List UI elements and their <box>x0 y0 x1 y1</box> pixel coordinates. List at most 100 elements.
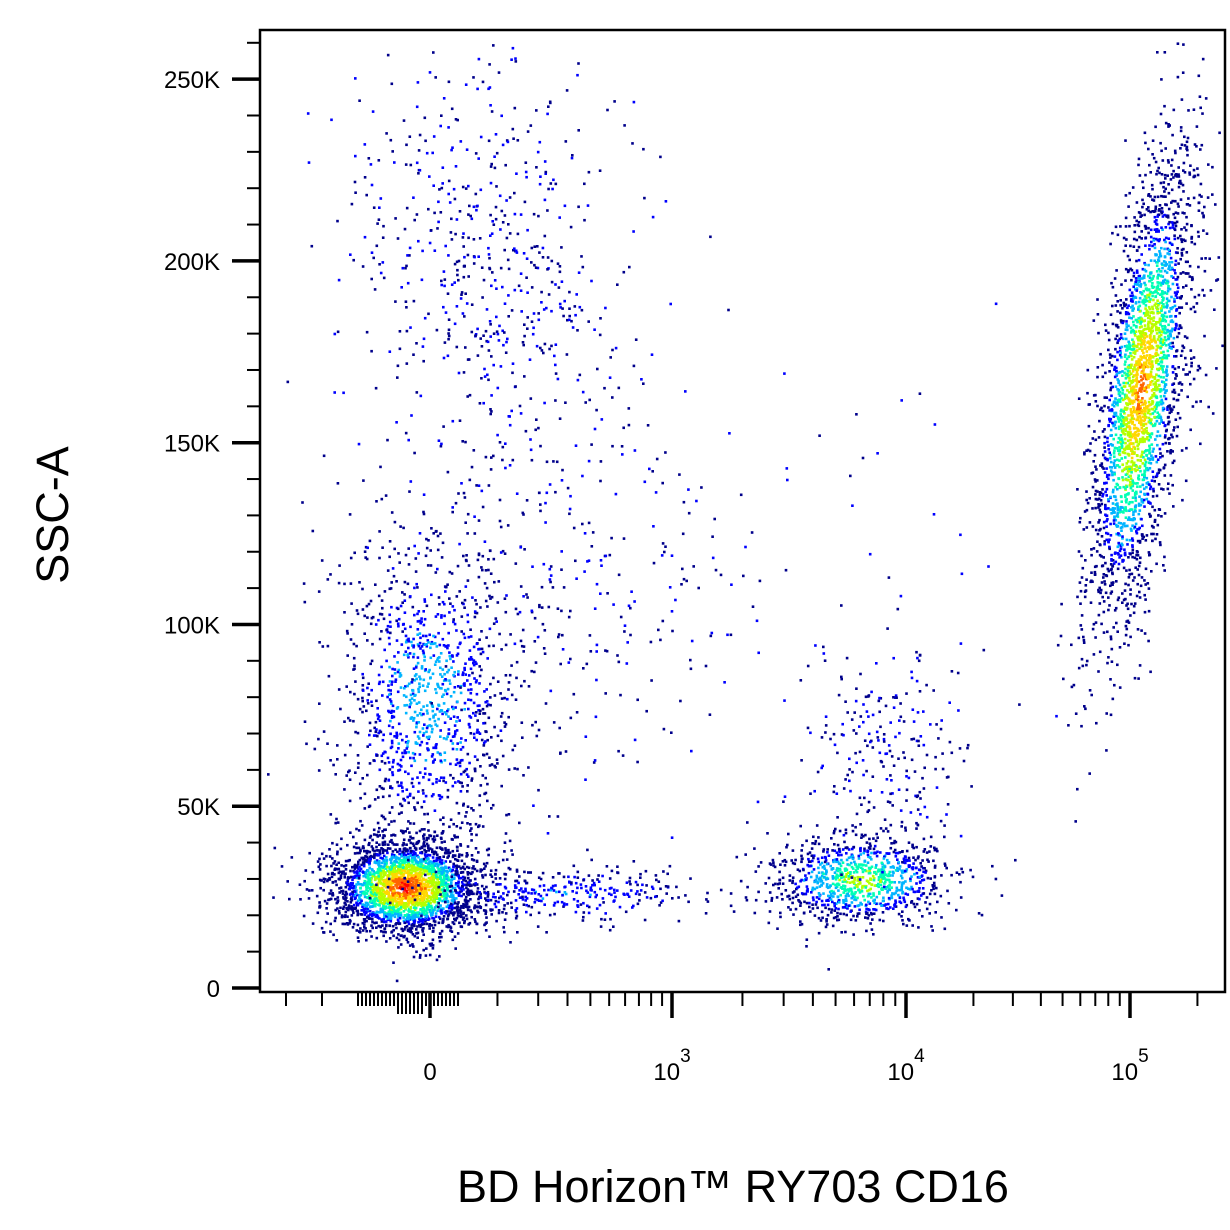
event-dot <box>565 353 569 356</box>
event-dot <box>502 907 506 911</box>
event-dot <box>403 876 406 880</box>
event-dot <box>448 851 452 854</box>
event-dot <box>522 774 525 777</box>
event-dot <box>476 758 479 762</box>
event-dot <box>386 902 390 906</box>
event-dot <box>400 900 403 904</box>
event-dot <box>466 784 469 787</box>
event-dot <box>437 704 441 707</box>
event-dot <box>459 925 463 928</box>
event-dot <box>399 686 403 689</box>
event-dot <box>347 904 351 907</box>
event-dot <box>369 729 372 733</box>
event-dot <box>368 836 372 839</box>
event-dot <box>443 672 446 676</box>
event-dot <box>516 931 519 934</box>
event-dot <box>450 666 453 669</box>
event-dot <box>484 873 487 877</box>
event-dot <box>651 887 655 890</box>
event-dot <box>483 375 487 378</box>
event-dot <box>447 854 450 858</box>
event-dot <box>399 525 402 528</box>
event-dot <box>498 324 501 328</box>
event-dot <box>535 418 538 421</box>
event-dot <box>595 582 599 586</box>
event-dot <box>434 615 438 618</box>
event-dot <box>423 772 427 776</box>
event-dot <box>363 143 367 146</box>
event-dot <box>391 869 395 873</box>
event-dot <box>345 629 349 633</box>
event-dot <box>433 830 436 834</box>
event-dot <box>386 438 389 442</box>
event-dot <box>529 438 532 441</box>
event-dot <box>439 873 443 877</box>
event-dot <box>373 288 377 291</box>
event-dot <box>815 824 819 827</box>
event-dot <box>529 124 533 127</box>
event-dot <box>497 900 500 904</box>
event-dot <box>496 734 500 738</box>
event-dot <box>350 905 353 908</box>
event-dot <box>479 606 482 609</box>
event-dot <box>423 600 427 603</box>
event-dot <box>396 898 399 901</box>
event-dot <box>394 904 398 907</box>
event-dot <box>404 431 408 435</box>
event-dot <box>626 892 629 896</box>
event-dot <box>456 932 460 935</box>
event-dot <box>432 840 436 843</box>
event-dot <box>420 861 423 865</box>
event-dot <box>345 881 349 885</box>
event-dot <box>415 677 418 681</box>
event-dot <box>436 567 439 571</box>
event-dot <box>487 716 491 720</box>
event-dot <box>355 842 358 845</box>
event-dot <box>426 564 430 567</box>
event-dot <box>311 922 315 925</box>
event-dot <box>447 708 450 711</box>
event-dot <box>336 850 339 854</box>
event-dot <box>385 132 388 135</box>
event-dot <box>568 512 571 516</box>
event-dot <box>403 860 407 863</box>
event-dot <box>482 741 486 745</box>
event-dot <box>475 869 479 873</box>
event-dot <box>421 345 425 348</box>
event-dot <box>403 580 407 584</box>
event-dot <box>454 947 457 950</box>
event-dot <box>585 889 588 893</box>
event-dot <box>883 870 886 874</box>
event-dot <box>406 745 409 748</box>
event-dot <box>352 656 356 660</box>
event-dot <box>344 903 347 906</box>
event-dot <box>420 902 423 905</box>
event-dot <box>388 840 392 843</box>
event-dot <box>393 735 396 738</box>
event-dot <box>423 828 426 831</box>
event-dot <box>434 881 438 884</box>
event-dot <box>426 897 429 901</box>
event-dot <box>395 736 399 739</box>
event-dot <box>393 547 396 551</box>
event-dot <box>687 488 690 491</box>
event-dot <box>381 857 384 860</box>
event-dot <box>397 938 401 942</box>
event-dot <box>424 954 428 957</box>
event-dot <box>381 680 385 684</box>
event-dot <box>410 876 414 880</box>
event-dot <box>408 891 411 895</box>
event-dot <box>599 559 603 562</box>
event-dot <box>428 71 432 74</box>
event-dot <box>370 659 374 663</box>
event-dot <box>580 886 583 890</box>
event-dot <box>474 920 477 924</box>
event-dot <box>407 438 410 442</box>
event-dot <box>399 875 403 879</box>
event-dot <box>379 925 382 928</box>
event-dot <box>643 196 646 200</box>
event-dot <box>503 302 507 305</box>
event-dot <box>496 332 500 336</box>
event-dot <box>343 915 347 919</box>
event-dot <box>445 692 449 696</box>
